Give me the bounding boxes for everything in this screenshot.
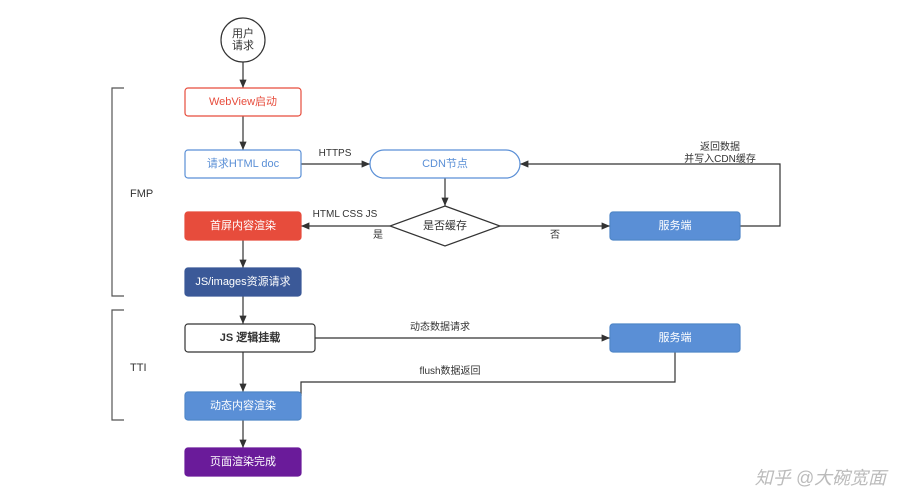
node-dyn-label: 动态内容渲染	[210, 398, 276, 412]
edge-label: 返回数据	[700, 140, 740, 153]
edge-label: HTTPS	[319, 148, 352, 159]
node-cdn-label: CDN节点	[422, 157, 468, 170]
edge-label: 动态数据请求	[410, 320, 470, 333]
node-webview-label: WebView启动	[209, 95, 277, 108]
node-srv1-label: 服务端	[659, 219, 692, 232]
edge-label: HTML CSS JS	[313, 209, 378, 220]
edge-label: 是	[373, 229, 383, 241]
bracket-label: FMP	[130, 188, 153, 200]
node-first-label: 首屏内容渲染	[210, 218, 276, 232]
node-start-label: 请求	[232, 39, 254, 52]
node-done-label: 页面渲染完成	[210, 454, 276, 468]
edge-label: flush数据返回	[419, 364, 480, 377]
node-srv2-label: 服务端	[659, 331, 692, 344]
node-jslogic-label: JS 逻辑挂载	[220, 330, 281, 344]
edge-label: 否	[550, 229, 560, 241]
node-reqhtml-label: 请求HTML doc	[207, 157, 280, 170]
edge-label: 并写入CDN缓存	[684, 152, 756, 165]
bracket-label: TTI	[130, 362, 147, 374]
node-cache-label: 是否缓存	[423, 218, 467, 232]
flowchart-canvas: FMP TTI HTTPS HTML CSS JS 是 否 返回数据并写入CDN缓存动态数据…	[0, 0, 900, 500]
node-jsimg-label: JS/images资源请求	[195, 274, 290, 288]
node-start-label: 用户	[232, 26, 254, 40]
